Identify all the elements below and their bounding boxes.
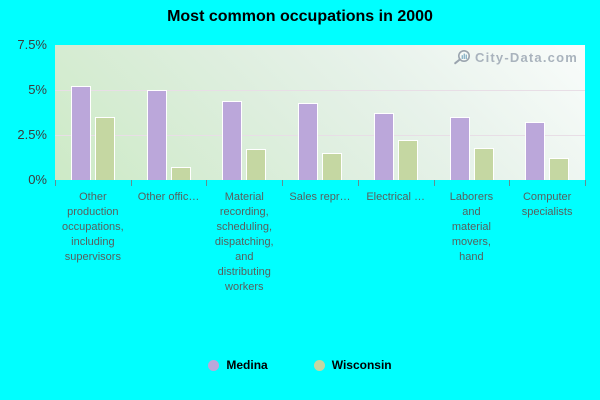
- x-axis-category-label: Computer specialists: [521, 191, 573, 218]
- y-axis-tick-label: 7.5%: [17, 37, 47, 52]
- legend-item-wisconsin: Wisconsin: [313, 358, 392, 372]
- chart-title: Most common occupations in 2000: [167, 8, 433, 25]
- x-axis-category-label: Sales repr…: [289, 191, 351, 203]
- x-axis-tick-mark: [509, 180, 511, 186]
- legend-swatch-icon: [313, 359, 325, 371]
- bar-medina-3: [298, 102, 319, 180]
- x-axis-category-label: Laborers and material movers, hand: [449, 191, 494, 263]
- bar-wisconsin-0: [95, 117, 115, 180]
- plot-area: City-Data.com: [55, 45, 585, 180]
- bar-medina-0: [71, 86, 91, 180]
- bar-medina-4: [373, 113, 394, 180]
- bar-medina-1: [146, 90, 167, 180]
- legend-item-medina: Medina: [208, 358, 268, 372]
- legend-label: Medina: [226, 358, 268, 372]
- x-axis-tick-mark: [585, 180, 586, 186]
- legend: Medina Wisconsin: [0, 358, 600, 372]
- bar-medina-5: [449, 117, 470, 180]
- bar-wisconsin-3: [322, 153, 343, 180]
- x-axis-tick-mark: [206, 180, 208, 186]
- x-axis-category-label: Electrical …: [366, 191, 426, 203]
- bar-wisconsin-1: [170, 167, 191, 180]
- bar-wisconsin-4: [397, 140, 418, 180]
- x-axis-tick-mark: [130, 180, 132, 186]
- bar-wisconsin-2: [246, 149, 267, 180]
- y-axis-tick-label: 0%: [28, 172, 47, 187]
- watermark: City-Data.com: [452, 49, 578, 65]
- y-axis-tick-label: 5%: [28, 82, 47, 97]
- x-axis-tick-mark: [55, 180, 56, 186]
- x-axis-category-label: Other offic…: [137, 191, 200, 203]
- legend-label: Wisconsin: [331, 358, 392, 372]
- legend-swatch-icon: [208, 359, 220, 371]
- bar-medina-6: [525, 122, 546, 180]
- x-axis-tick-mark: [282, 180, 284, 186]
- gridline-5%: [55, 90, 585, 91]
- y-axis-tick-label: 2.5%: [17, 127, 47, 142]
- x-axis-tick-mark: [433, 180, 435, 186]
- gridline-2.5%: [55, 135, 585, 136]
- bar-medina-2: [222, 100, 243, 180]
- bar-wisconsin-5: [473, 147, 494, 180]
- bar-wisconsin-6: [549, 158, 570, 180]
- magnifier-icon: [452, 49, 472, 65]
- x-axis-tick-mark: [357, 180, 359, 186]
- x-axis-category-label: Material recording, scheduling, dispatch…: [214, 191, 274, 293]
- x-axis-category-label: Other production occupations, including …: [61, 191, 124, 263]
- watermark-text: City-Data.com: [474, 49, 578, 65]
